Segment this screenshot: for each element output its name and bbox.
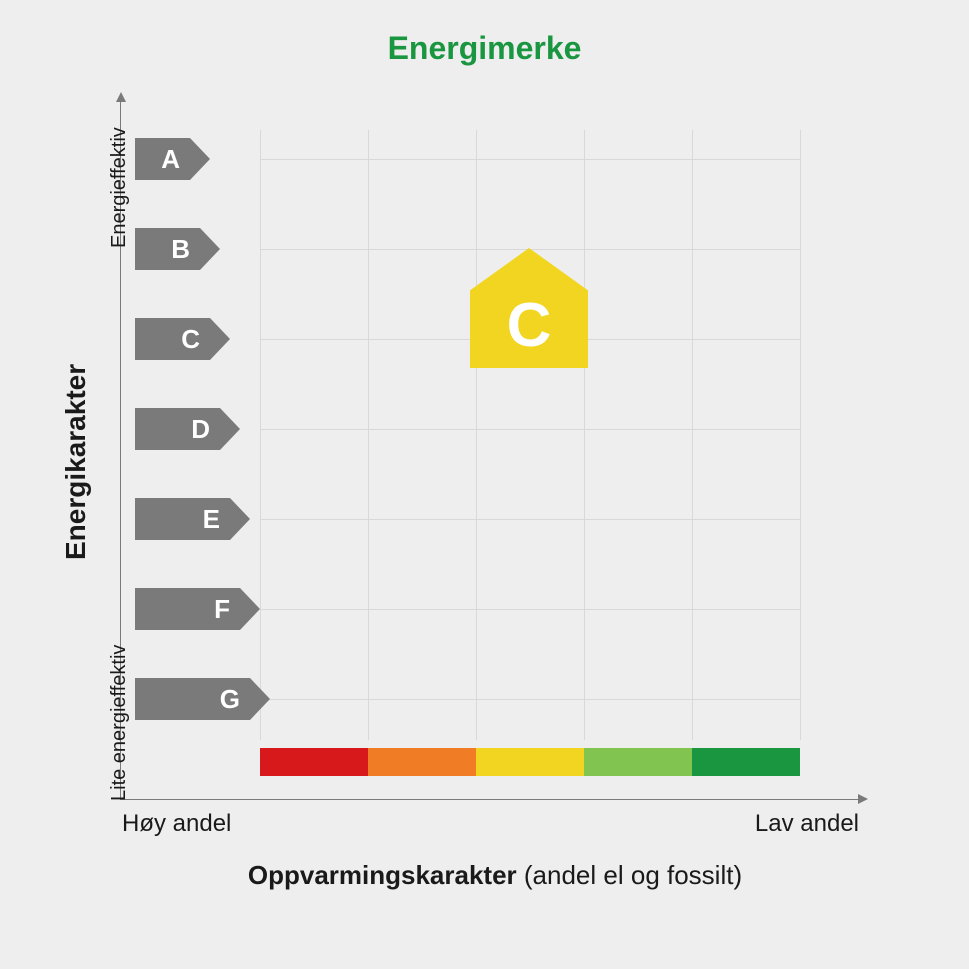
grid-line-v xyxy=(368,130,369,740)
color-segment xyxy=(692,748,800,776)
color-segment xyxy=(368,748,476,776)
grid-line-v xyxy=(260,130,261,740)
grid-line-h xyxy=(260,159,800,160)
color-segment xyxy=(584,748,692,776)
grid-line-v xyxy=(476,130,477,740)
x-axis-right-label: Lav andel xyxy=(755,810,859,838)
y-axis-bottom-label: Lite energieffektiv xyxy=(108,645,131,801)
chart-title: Energimerke xyxy=(0,30,969,67)
grade-arrow-icon xyxy=(240,588,260,630)
y-axis-top-label: Energieffektiv xyxy=(108,127,131,248)
grade-arrow-icon xyxy=(200,228,220,270)
grade-tag-d: D xyxy=(135,408,240,450)
grid-line-h xyxy=(260,519,800,520)
grid-line-v xyxy=(692,130,693,740)
grade-arrow-icon xyxy=(190,138,210,180)
grade-letter: D xyxy=(135,408,220,450)
x-axis-main-bold: Oppvarmingskarakter xyxy=(248,860,517,890)
grid-line-h xyxy=(260,609,800,610)
grid-line-v xyxy=(584,130,585,740)
x-axis-main-light: (andel el og fossilt) xyxy=(517,860,742,890)
x-axis-line xyxy=(120,799,860,800)
color-segment xyxy=(476,748,584,776)
grid-line-h xyxy=(260,699,800,700)
x-axis-left-label: Høy andel xyxy=(122,810,231,838)
rating-letter: C xyxy=(470,290,588,361)
x-axis-arrow xyxy=(858,794,868,804)
grade-letter: C xyxy=(135,318,210,360)
grid-line-v xyxy=(800,130,801,740)
grade-tag-g: G xyxy=(135,678,270,720)
grade-tag-f: F xyxy=(135,588,260,630)
grid-line-h xyxy=(260,429,800,430)
color-segment xyxy=(260,748,368,776)
color-scale-bar xyxy=(260,748,800,776)
grade-arrow-icon xyxy=(250,678,270,720)
grade-letter: G xyxy=(135,678,250,720)
grade-arrow-icon xyxy=(210,318,230,360)
grade-tag-c: C xyxy=(135,318,230,360)
grade-arrow-icon xyxy=(230,498,250,540)
chart-area: A B C D E F G C xyxy=(120,100,860,800)
grade-letter: B xyxy=(135,228,200,270)
grade-tag-e: E xyxy=(135,498,250,540)
y-axis-main-label: Energikarakter xyxy=(60,364,92,560)
rating-house-marker: C xyxy=(470,248,588,368)
grade-letter: F xyxy=(135,588,240,630)
x-axis-main-label: Oppvarmingskarakter (andel el og fossilt… xyxy=(185,860,805,891)
y-axis-arrow xyxy=(116,92,126,102)
grade-tag-a: A xyxy=(135,138,210,180)
grade-letter: A xyxy=(135,138,190,180)
grade-tag-b: B xyxy=(135,228,220,270)
grade-letter: E xyxy=(135,498,230,540)
title-text: Energimerke xyxy=(388,30,582,66)
grade-arrow-icon xyxy=(220,408,240,450)
